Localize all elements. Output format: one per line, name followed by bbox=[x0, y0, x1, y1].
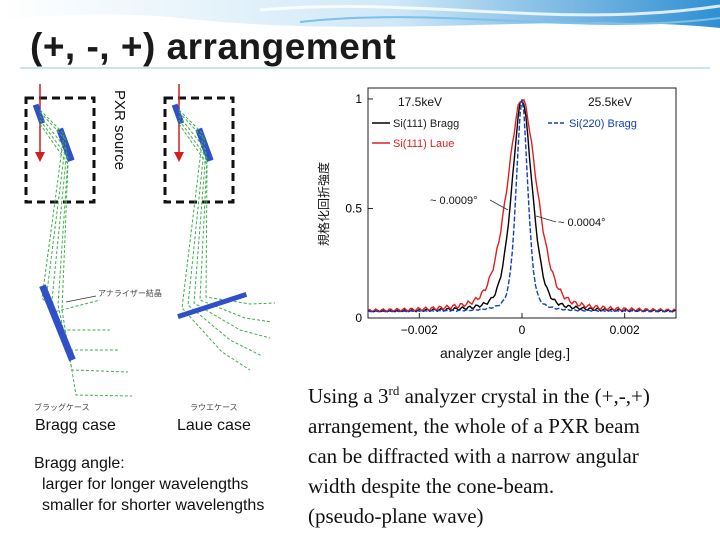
crystal-1-bragg bbox=[32, 103, 46, 125]
body-line-1-sup: rd bbox=[388, 383, 400, 398]
bragg-jp-label: ブラッグケース bbox=[34, 402, 90, 412]
legend-si111-laue: Si(111) Laue bbox=[393, 138, 454, 150]
source-box-laue bbox=[163, 96, 235, 204]
legend-si220-bragg: Si(220) Bragg bbox=[569, 118, 637, 130]
y-tick-label: 0.5 bbox=[345, 201, 362, 215]
y-tick-label: 0 bbox=[355, 311, 362, 325]
analyzer-crystal-laue bbox=[177, 291, 248, 319]
x-tick-label: −0.002 bbox=[401, 323, 438, 337]
header-swoosh-line bbox=[299, 16, 720, 25]
body-paragraph: Using a 3rd analyzer crystal in the (+,-… bbox=[308, 376, 713, 531]
body-line-1-end: analyzer crystal in the (+,-,+) bbox=[399, 384, 650, 408]
pxr-source-label: PXR source bbox=[111, 90, 128, 171]
annotation-narrow-arrow bbox=[535, 215, 557, 223]
header-swoosh bbox=[0, 0, 720, 28]
body-line-5: (pseudo-plane wave) bbox=[308, 504, 484, 528]
crystal-2-laue bbox=[195, 127, 214, 163]
beams-laue bbox=[178, 109, 276, 371]
source-box-bragg bbox=[24, 96, 96, 204]
series-line-si-111-bragg bbox=[367, 99, 677, 313]
chart-xlabel: analyzer angle [deg.] bbox=[440, 345, 570, 361]
source-arrowhead-laue bbox=[174, 152, 184, 162]
annotation-narrow-width: ~ 0.0004° bbox=[558, 217, 606, 229]
legend-si111-bragg: Si(111) Bragg bbox=[393, 118, 459, 130]
body-line-1: Using a 3rd analyzer crystal in the (+,-… bbox=[308, 376, 713, 411]
rocking-curve-chart: 0 0.5 1 −0.002 0 0.002 規格化回折強度 17.5keV 25.5k… bbox=[316, 87, 677, 337]
pxr-diagram: アナライザー結晶 ブラッグケース ラウエケース bbox=[24, 84, 276, 412]
x-tick-label: 0.002 bbox=[610, 323, 640, 337]
analyzer-crystal-bragg bbox=[39, 284, 76, 362]
x-tick-label: 0 bbox=[519, 323, 526, 337]
body-line-2: arrangement, the whole of a PXR beam bbox=[308, 414, 640, 438]
annotation-wide-arrow bbox=[489, 199, 509, 211]
analyzer-note-pointer bbox=[65, 295, 97, 303]
crystal-1-laue bbox=[171, 103, 185, 125]
header-swoosh-line bbox=[259, 4, 720, 17]
annotation-wide-width: ~ 0.0009° bbox=[430, 195, 478, 207]
laue-jp-label: ラウエケース bbox=[190, 403, 238, 412]
source-arrowhead-bragg bbox=[35, 152, 45, 162]
body-line-4: width despite the cone-beam. bbox=[308, 474, 555, 498]
energy-left-label: 17.5keV bbox=[398, 95, 442, 109]
series-line-si-220-bragg bbox=[367, 99, 677, 313]
y-tick-label: 1 bbox=[355, 92, 362, 106]
slide-title: (+, -, +) arrangement bbox=[30, 26, 397, 67]
bragg-angle-line1: larger for longer wavelengths bbox=[42, 476, 249, 493]
analyzer-note: アナライザー結晶 bbox=[98, 288, 162, 298]
body-line-1-start: Using a 3 bbox=[308, 384, 389, 408]
laue-case-label: Laue case bbox=[177, 417, 251, 434]
bragg-case-label: Bragg case bbox=[35, 417, 116, 434]
energy-right-label: 25.5keV bbox=[588, 95, 632, 109]
beams-bragg bbox=[39, 109, 133, 397]
chart-ylabel: 規格化回折強度 bbox=[316, 162, 331, 246]
crystal-2-bragg bbox=[56, 127, 75, 163]
series-line-si-111-laue bbox=[367, 98, 677, 313]
body-line-3: can be diffracted with a narrow angular bbox=[308, 444, 639, 468]
header-band bbox=[0, 0, 720, 69]
bragg-angle-heading: Bragg angle: bbox=[34, 455, 125, 472]
bragg-angle-note: Bragg angle: larger for longer wavelengt… bbox=[34, 453, 264, 516]
bragg-angle-line2: smaller for shorter wavelengths bbox=[42, 497, 265, 514]
